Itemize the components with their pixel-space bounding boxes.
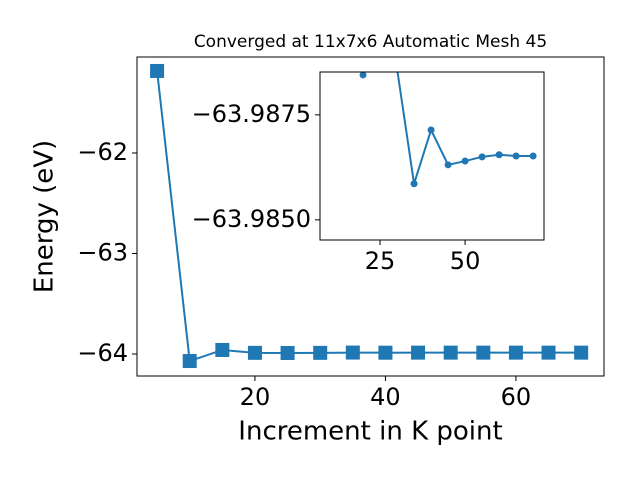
y-tick-label: −62 <box>77 138 128 166</box>
marker <box>476 345 491 360</box>
marker <box>508 345 523 360</box>
marker <box>150 63 165 78</box>
marker <box>512 152 520 160</box>
marker <box>359 72 367 79</box>
marker <box>182 354 197 369</box>
chart-title: Converged at 11x7x6 Automatic Mesh 45 <box>194 32 547 52</box>
marker <box>444 161 452 169</box>
marker <box>410 180 418 188</box>
y-tick-label: −63 <box>77 238 128 266</box>
marker <box>529 152 537 160</box>
marker <box>478 153 486 161</box>
marker <box>461 157 469 165</box>
marker <box>313 345 328 360</box>
plot-content <box>150 63 589 369</box>
axes-frame <box>319 71 545 241</box>
x-tick-label: 25 <box>365 247 396 275</box>
plot-content <box>359 72 537 188</box>
marker <box>280 345 295 360</box>
x-tick-label: 40 <box>370 383 401 411</box>
marker <box>215 342 230 357</box>
marker <box>247 345 262 360</box>
marker <box>443 345 458 360</box>
y-tick-label: −63.9850 <box>192 205 311 233</box>
y-tick-label: −63.9875 <box>192 100 311 128</box>
marker <box>411 345 426 360</box>
marker <box>427 126 435 134</box>
x-tick-label: 50 <box>450 247 481 275</box>
marker <box>495 151 503 159</box>
marker <box>378 345 393 360</box>
marker <box>541 345 556 360</box>
x-tick-label: 60 <box>501 383 532 411</box>
marker <box>345 345 360 360</box>
axes-frame <box>136 56 605 377</box>
x-axis-label: Increment in K point <box>238 417 502 447</box>
marker <box>574 345 589 360</box>
x-tick-label: 20 <box>240 383 271 411</box>
y-tick-label: −64 <box>77 339 128 367</box>
y-axis-label: Energy (eV) <box>30 140 60 293</box>
